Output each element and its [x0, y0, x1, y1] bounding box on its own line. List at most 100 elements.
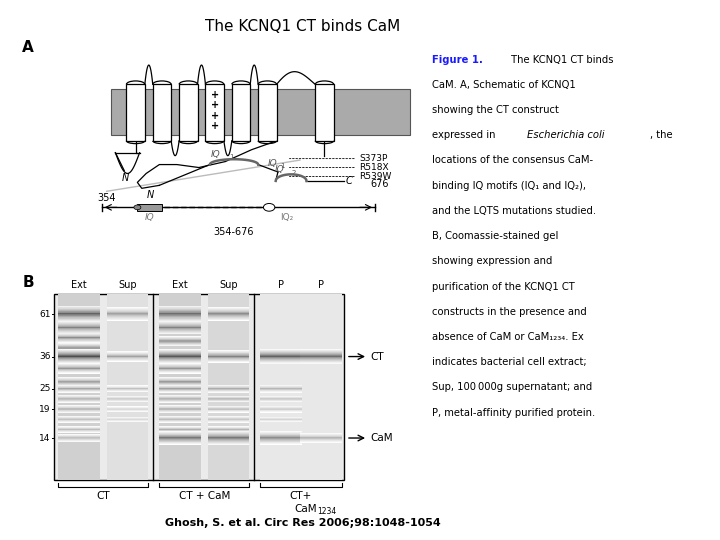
Text: constructs in the presence and: constructs in the presence and: [432, 307, 587, 317]
Bar: [159, 312, 201, 313]
Text: N: N: [147, 190, 154, 200]
Text: showing expression and: showing expression and: [432, 256, 552, 266]
Text: indicates bacterial cell extract;: indicates bacterial cell extract;: [432, 357, 587, 367]
Text: CT: CT: [370, 352, 384, 362]
Text: P: P: [318, 280, 324, 289]
Text: Ext: Ext: [172, 280, 188, 289]
Text: P: P: [278, 280, 284, 289]
Bar: [179, 84, 197, 141]
Text: N: N: [122, 173, 129, 184]
Bar: [159, 309, 201, 310]
Bar: [58, 320, 100, 321]
Text: IQ: IQ: [275, 165, 284, 174]
Bar: [159, 311, 201, 312]
Bar: [58, 318, 100, 319]
Bar: [58, 313, 100, 314]
Text: B, Coomassie-stained gel: B, Coomassie-stained gel: [432, 231, 559, 241]
Bar: [159, 294, 201, 481]
Text: locations of the consensus CaM-: locations of the consensus CaM-: [432, 156, 593, 165]
Bar: [159, 320, 201, 321]
Bar: [153, 84, 171, 141]
Text: The KCNQ1 CT binds CaM: The KCNQ1 CT binds CaM: [204, 19, 400, 34]
Bar: [300, 294, 341, 481]
Text: CaM: CaM: [294, 504, 317, 514]
Bar: [58, 294, 100, 481]
Text: Sup: Sup: [219, 280, 238, 289]
Text: CT+: CT+: [290, 491, 312, 501]
Bar: [111, 89, 410, 135]
Text: IQ₂: IQ₂: [280, 213, 293, 222]
Bar: [58, 319, 100, 320]
Bar: [58, 312, 100, 313]
Bar: [138, 204, 161, 211]
Text: IQ: IQ: [211, 150, 221, 159]
Text: +: +: [211, 111, 219, 120]
Bar: [58, 315, 100, 316]
Text: 14: 14: [39, 434, 50, 442]
Text: A: A: [22, 40, 34, 55]
Text: R539W: R539W: [359, 172, 392, 181]
Bar: [58, 307, 100, 308]
Text: 2: 2: [291, 170, 295, 176]
Text: purification of the KCNQ1 CT: purification of the KCNQ1 CT: [432, 281, 575, 292]
Text: showing the CT construct: showing the CT construct: [432, 105, 559, 115]
Bar: [159, 313, 201, 314]
Bar: [159, 310, 201, 311]
Bar: [54, 294, 344, 481]
Bar: [58, 309, 100, 310]
Text: IQ: IQ: [268, 159, 278, 167]
Bar: [127, 84, 145, 141]
Text: Ext: Ext: [71, 280, 87, 289]
Bar: [159, 307, 201, 308]
Text: +: +: [211, 90, 219, 100]
Bar: [58, 310, 100, 311]
Bar: [58, 316, 100, 317]
Text: 1234: 1234: [318, 507, 337, 516]
Bar: [159, 318, 201, 319]
Text: CaM. A, Schematic of KCNQ1: CaM. A, Schematic of KCNQ1: [432, 80, 576, 90]
Text: 354: 354: [97, 193, 116, 203]
Text: Sup, 100 000g supernatant; and: Sup, 100 000g supernatant; and: [432, 382, 593, 393]
Bar: [159, 319, 201, 320]
Circle shape: [134, 205, 141, 210]
Bar: [58, 314, 100, 315]
Text: expressed in: expressed in: [432, 130, 499, 140]
Text: 25: 25: [39, 384, 50, 393]
Bar: [159, 314, 201, 315]
Text: CaM: CaM: [370, 433, 393, 443]
Bar: [258, 84, 276, 141]
Circle shape: [264, 204, 275, 211]
Text: R518X: R518X: [359, 163, 389, 172]
Text: absence of CaM or CaM₁₂₃₄. Ex: absence of CaM or CaM₁₂₃₄. Ex: [432, 332, 584, 342]
Bar: [205, 84, 224, 141]
Text: , the: , the: [649, 130, 672, 140]
Bar: [232, 84, 251, 141]
Text: CT: CT: [96, 491, 110, 501]
Bar: [315, 84, 333, 141]
Text: Escherichia coli: Escherichia coli: [528, 130, 605, 140]
Text: The KCNQ1 CT binds: The KCNQ1 CT binds: [508, 55, 613, 64]
Bar: [207, 294, 249, 481]
Text: B: B: [22, 275, 34, 290]
Bar: [159, 316, 201, 317]
Text: binding IQ motifs (IQ₁ and IQ₂),: binding IQ motifs (IQ₁ and IQ₂),: [432, 181, 586, 191]
Bar: [159, 306, 201, 307]
Text: P, metal-affinity purified protein.: P, metal-affinity purified protein.: [432, 408, 595, 418]
Bar: [107, 294, 148, 481]
Text: and the LQTS mutations studied.: and the LQTS mutations studied.: [432, 206, 596, 216]
Bar: [159, 317, 201, 318]
Bar: [159, 308, 201, 309]
Text: +: +: [211, 121, 219, 131]
Bar: [159, 321, 201, 322]
Text: Sup: Sup: [118, 280, 137, 289]
Bar: [159, 315, 201, 316]
Text: 1: 1: [280, 163, 284, 169]
Text: C: C: [346, 176, 353, 186]
Bar: [58, 317, 100, 318]
Text: 676: 676: [370, 179, 389, 189]
Bar: [58, 308, 100, 309]
Text: +: +: [211, 100, 219, 110]
Text: S373P: S373P: [359, 154, 387, 163]
Text: CT + CaM: CT + CaM: [179, 491, 230, 501]
Bar: [58, 321, 100, 322]
